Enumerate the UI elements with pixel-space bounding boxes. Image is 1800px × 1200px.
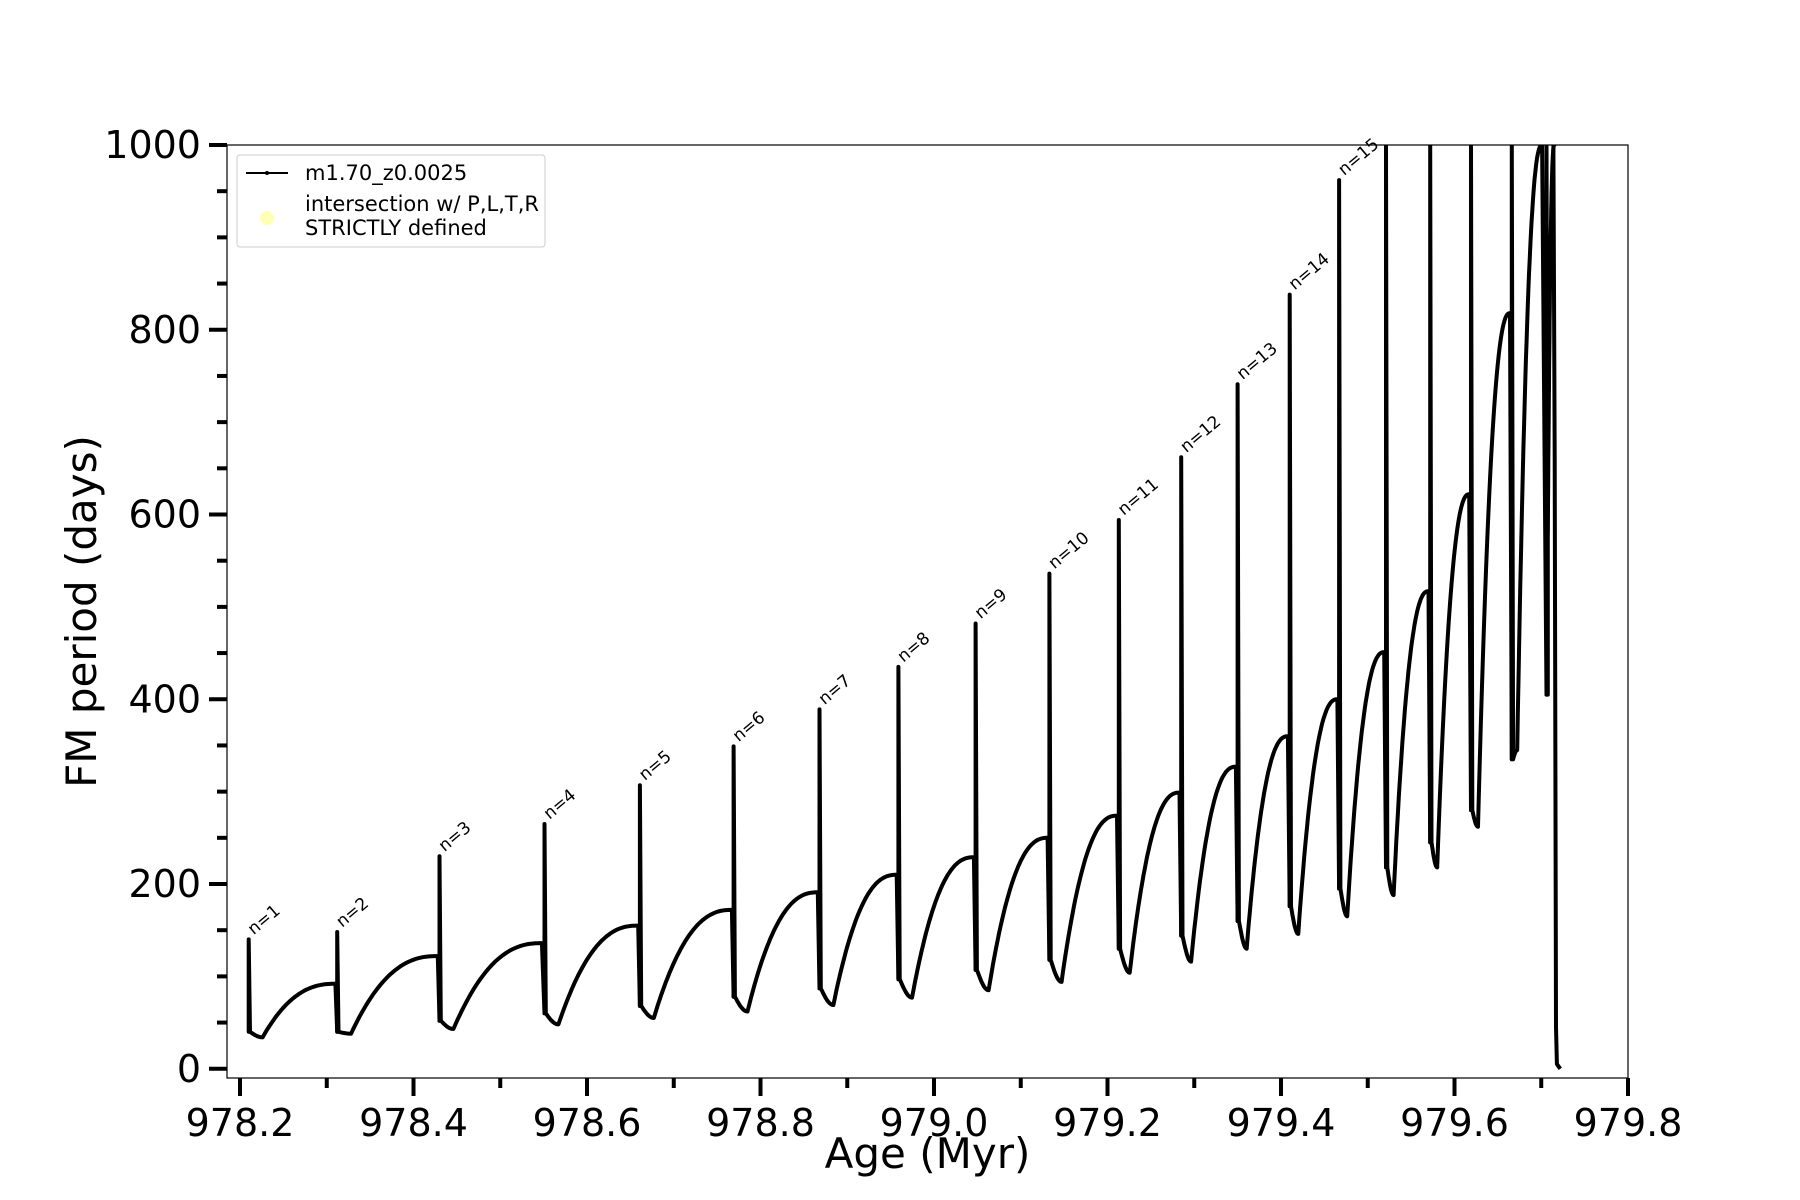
legend-entry-intersection-line2: STRICTLY defined [305,216,487,240]
series-line-pulse [1469,145,1514,829]
y-tick-label: 400 [128,677,201,721]
series-line-pulse [1384,145,1433,898]
series-line-pulse [817,707,901,1007]
y-axis-label: FM period (days) [57,435,106,788]
y-tick-label: 0 [177,1047,201,1091]
x-axis-label: Age (Myr) [825,1129,1031,1178]
x-tick-label: 979.2 [1053,1101,1162,1145]
series-line-pulse [731,744,822,1014]
series-line-pulse [1287,292,1342,936]
x-tick-label: 979.8 [1574,1101,1683,1145]
x-tick-label: 978.8 [706,1101,815,1145]
series-line-pulse [335,930,442,1036]
series-line-pulse [896,664,978,1000]
legend-box [236,154,546,248]
series-layer [246,145,1562,1070]
series-line-pulse [1047,571,1121,984]
legend: m1.70_z0.0025 intersection w/ P,L,T,R ST… [236,154,546,248]
series-line-pulse [1179,455,1240,964]
series-line-pulse [437,854,547,1031]
plot-frame [226,144,1629,1079]
legend-entry-series: m1.70_z0.0025 [305,161,467,186]
series-line-pulse [1337,178,1388,919]
y-axis: 0 200 400 600 800 1000 [104,123,227,1091]
series-line-pulse [246,937,340,1040]
legend-entry-intersection-line1: intersection w/ P,L,T,R [305,192,539,216]
x-tick-label: 979.0 [880,1101,989,1145]
legend-line-dot [265,171,269,175]
x-tick-label: 979.6 [1400,1101,1509,1145]
x-axis: 978.2 978.4 978.6 978.8 979.0 979.2 979.4 979.6… [186,1078,1683,1145]
series-line-pulse [973,621,1052,993]
x-tick-label: 979.4 [1227,1101,1336,1145]
series-line-pulse [637,783,736,1020]
series-line-pulse [1116,518,1184,975]
y-tick-label: 600 [128,493,201,537]
series-line-pulse [1509,145,1549,762]
x-tick-label: 978.6 [533,1101,642,1145]
series-line-final-drop [1551,145,1562,1070]
y-tick-label: 200 [128,862,201,906]
x-tick-label: 978.4 [359,1101,468,1145]
y-tick-label: 800 [128,308,201,352]
series-line-pulse [542,822,642,1027]
series-line-pulse [1428,145,1473,870]
x-tick-label: 978.2 [186,1101,295,1145]
legend-circle-marker [260,211,274,225]
y-tick-label: 1000 [104,123,201,167]
series-line-pulse [1235,382,1292,951]
